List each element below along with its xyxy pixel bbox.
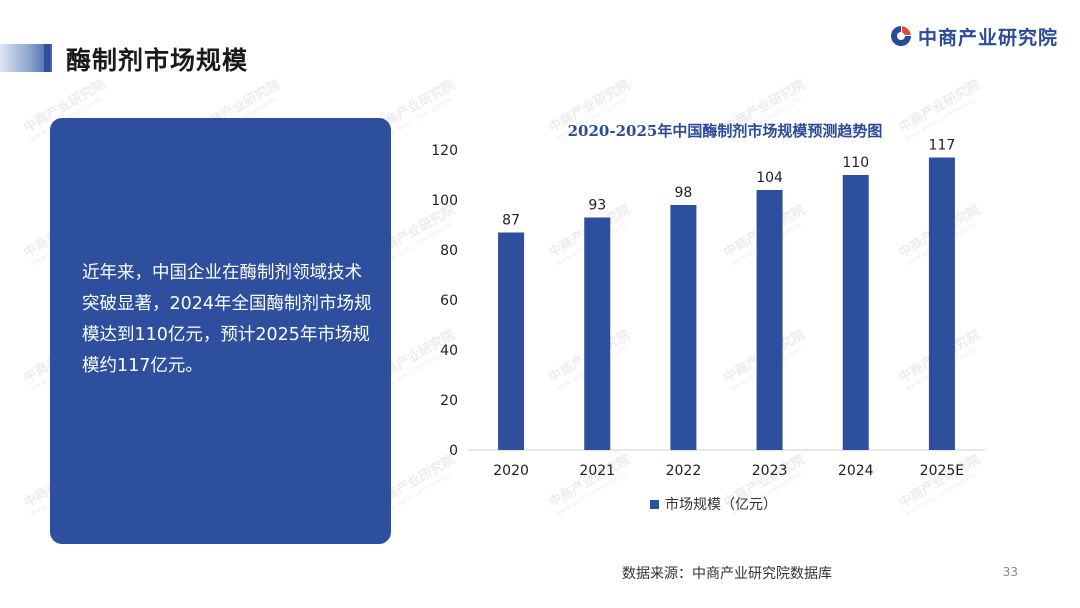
brand-name: 中商产业研究院	[917, 26, 1058, 49]
y-tick-label: 40	[440, 343, 458, 359]
bar-value-label: 104	[756, 170, 783, 186]
y-tick-label: 60	[440, 293, 458, 309]
bar	[756, 190, 783, 450]
bar-value-label: 93	[588, 198, 606, 214]
bar	[842, 175, 869, 450]
chart-svg: 2020-2025年中国酶制剂市场规模预测趋势图 0 20 40 60 80 100 120 8…	[431, 122, 985, 513]
legend-swatch	[650, 500, 659, 509]
x-tick-label: 2025E	[920, 463, 964, 479]
title-accent-gradient	[0, 44, 52, 72]
bar-value-label: 87	[502, 213, 520, 229]
bar	[670, 205, 697, 450]
y-tick-label: 0	[449, 443, 458, 459]
bar	[928, 157, 955, 450]
x-tick-label: 2021	[579, 463, 615, 479]
bar-value-label: 117	[929, 138, 956, 154]
summary-panel: 近年来，中国企业在酶制剂领域技术突破显著，2024年全国酶制剂市场规模达到110…	[50, 118, 391, 544]
brand: 中商产业研究院	[889, 22, 1058, 50]
x-tick-label: 2023	[752, 463, 788, 479]
summary-text: 近年来，中国企业在酶制剂领域技术突破显著，2024年全国酶制剂市场规模达到110…	[82, 263, 372, 376]
brand-logo-icon	[890, 26, 911, 46]
bar-chart: 2020-2025年中国酶制剂市场规模预测趋势图 0 20 40 60 80 100 120 8…	[400, 110, 1050, 530]
y-tick-label: 80	[440, 243, 458, 259]
x-tick-label: 2020	[493, 463, 529, 479]
x-tick-label: 2022	[666, 463, 702, 479]
chart-title: 2020-2025年中国酶制剂市场规模预测趋势图	[568, 122, 883, 140]
bar	[584, 217, 611, 450]
bar-value-label: 110	[842, 155, 869, 171]
data-source: 数据来源：中商产业研究院数据库	[622, 566, 832, 582]
legend-label: 市场规模（亿元）	[665, 496, 777, 513]
y-tick-label: 20	[440, 393, 458, 409]
x-tick-label: 2024	[838, 463, 874, 479]
y-tick-label: 100	[431, 193, 458, 209]
page-title: 酶制剂市场规模	[66, 46, 249, 75]
y-tick-label: 120	[431, 143, 458, 159]
title-accent-bar	[44, 44, 50, 72]
bar	[498, 232, 525, 450]
page-number: 33	[1002, 565, 1018, 579]
bar-value-label: 98	[675, 185, 693, 201]
